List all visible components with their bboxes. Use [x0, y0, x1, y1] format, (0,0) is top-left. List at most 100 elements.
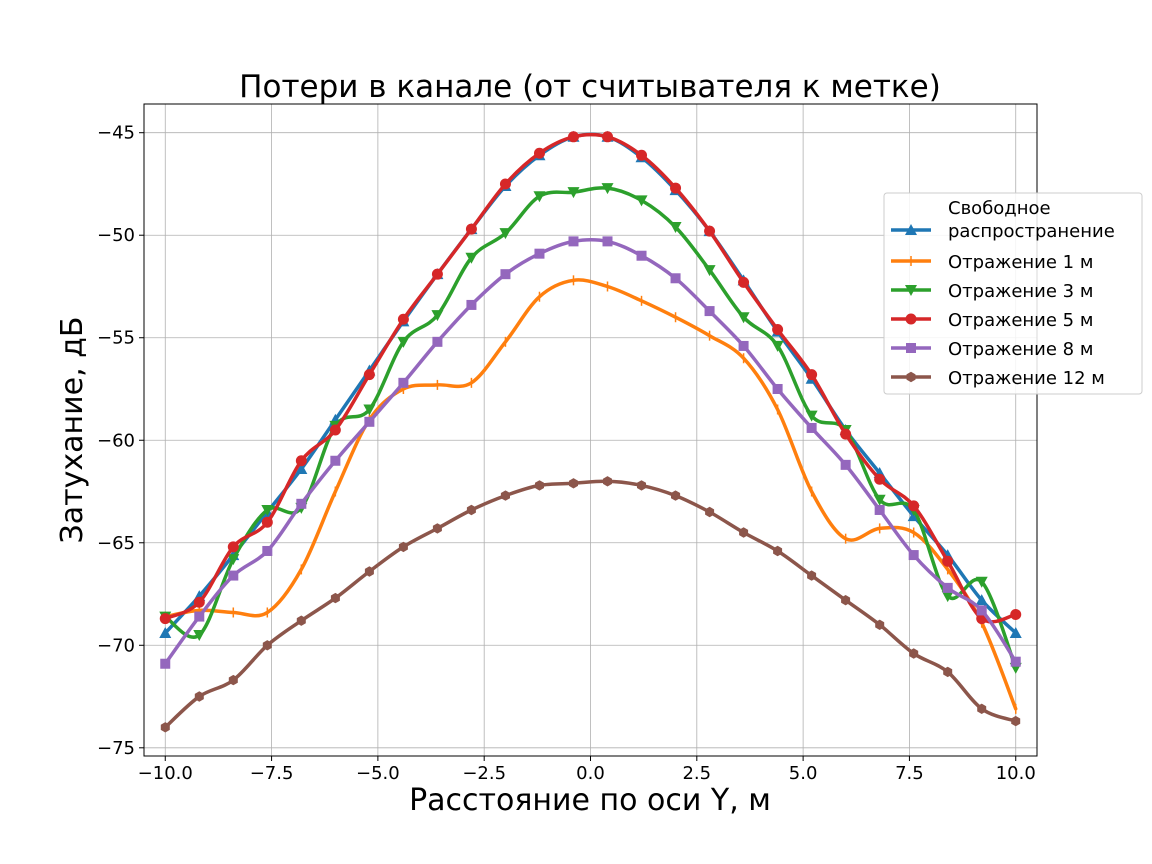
- legend-swatch-marker: [906, 343, 916, 353]
- y-tick-label: −75: [97, 738, 135, 759]
- data-point: [160, 658, 171, 669]
- data-point: [364, 416, 375, 427]
- data-point: [398, 377, 409, 388]
- data-point: [1010, 656, 1021, 667]
- data-point: [772, 383, 783, 394]
- x-axis-label: Расстояние по оси Y, м: [409, 783, 771, 818]
- x-tick-label: 5.0: [789, 763, 818, 784]
- data-point: [533, 191, 546, 203]
- data-point: [602, 131, 614, 143]
- data-point: [465, 223, 477, 235]
- data-point: [432, 336, 443, 347]
- y-tick-label: −65: [97, 533, 135, 554]
- data-point: [942, 555, 954, 567]
- data-point: [194, 691, 204, 702]
- data-point: [841, 595, 851, 606]
- data-point: [704, 225, 716, 237]
- data-point: [636, 250, 647, 261]
- data-point: [805, 410, 818, 422]
- legend-swatch-marker: [905, 285, 917, 296]
- data-point: [364, 566, 374, 577]
- data-point: [466, 299, 477, 310]
- y-axis-ticks: −75 −70 −65 −60 −55 −50 −45: [97, 123, 144, 759]
- data-point: [431, 268, 443, 280]
- data-point: [943, 666, 953, 678]
- data-point: [601, 183, 614, 195]
- data-point: [670, 182, 682, 194]
- data-point: [465, 252, 478, 264]
- data-point: [499, 178, 511, 190]
- data-point: [533, 147, 545, 159]
- data-point: [466, 504, 476, 516]
- data-point: [840, 459, 851, 470]
- data-point: [671, 490, 681, 501]
- data-point: [500, 490, 510, 501]
- legend-swatch-marker: [905, 313, 917, 325]
- data-point: [569, 478, 578, 489]
- y-tick-label: −50: [97, 225, 135, 246]
- data-point: [773, 545, 783, 557]
- data-point: [194, 611, 205, 622]
- data-point: [568, 236, 579, 247]
- series-layer: [159, 130, 1022, 733]
- data-point: [363, 404, 376, 416]
- data-point: [499, 228, 512, 240]
- x-tick-label: 2.5: [682, 763, 711, 784]
- data-point: [806, 369, 818, 381]
- series-4: [160, 236, 1021, 669]
- series-5: [160, 476, 1021, 733]
- data-point: [737, 312, 750, 324]
- data-point: [975, 576, 988, 588]
- x-tick-label: −7.5: [250, 763, 294, 784]
- data-point: [874, 473, 886, 485]
- legend-label: Отражение 12 м: [948, 368, 1105, 389]
- data-point: [976, 605, 987, 616]
- chart-title: Потери в канале (от считывателя к метке): [239, 69, 941, 105]
- data-point: [296, 615, 306, 626]
- data-point: [1011, 715, 1021, 727]
- legend-label: Отражение 8 м: [948, 339, 1093, 360]
- x-tick-label: 10.0: [996, 763, 1036, 784]
- legend-item: Отражение 3 м: [891, 281, 1093, 302]
- data-point: [295, 455, 307, 467]
- legend-item: Отражение 8 м: [891, 339, 1093, 360]
- data-point: [941, 591, 954, 603]
- data-point: [262, 545, 273, 556]
- legend-swatch-marker: [905, 224, 917, 235]
- data-point: [874, 504, 885, 515]
- data-point: [534, 248, 545, 259]
- legend-item: Отражение 1 м: [891, 252, 1093, 273]
- data-point: [670, 273, 681, 284]
- data-point: [908, 500, 920, 512]
- data-point: [262, 640, 272, 651]
- y-axis-label: Затухание, дБ: [55, 317, 90, 544]
- y-tick-label: −55: [97, 328, 135, 349]
- data-point: [329, 424, 341, 436]
- data-point: [330, 455, 341, 466]
- data-point: [977, 703, 987, 714]
- legend-label: распространение: [948, 221, 1115, 242]
- data-point: [363, 369, 375, 381]
- data-point: [738, 340, 749, 351]
- data-point: [500, 269, 511, 280]
- data-point: [567, 187, 580, 199]
- legend-label: Отражение 3 м: [948, 281, 1093, 302]
- y-tick-label: −45: [97, 123, 135, 144]
- data-point: [567, 131, 579, 143]
- data-point: [875, 619, 885, 630]
- data-point: [159, 626, 172, 638]
- data-point: [603, 476, 612, 487]
- legend-item: Отражение 5 м: [891, 310, 1093, 331]
- data-point: [431, 310, 444, 322]
- data-point: [432, 523, 442, 534]
- data-point: [295, 462, 308, 474]
- data-point: [739, 527, 749, 538]
- legend-label: Отражение 5 м: [948, 310, 1093, 331]
- data-point: [227, 554, 240, 566]
- data-point: [908, 550, 919, 561]
- data-point: [771, 340, 784, 352]
- data-point: [330, 592, 340, 604]
